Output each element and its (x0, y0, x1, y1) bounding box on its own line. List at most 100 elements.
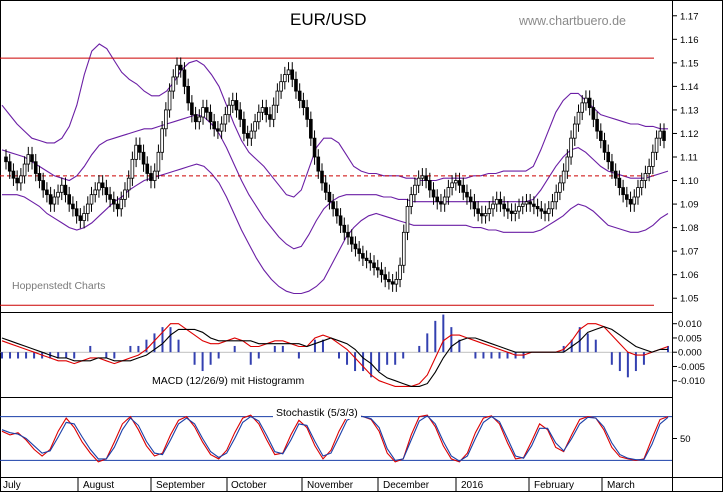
candle (104, 179, 109, 203)
candle-body (539, 208, 544, 212)
candle (208, 104, 213, 130)
candle-body (502, 203, 506, 210)
candle (405, 198, 410, 241)
candle-body (7, 161, 12, 172)
candle (532, 196, 536, 215)
candle (662, 123, 666, 149)
candle (171, 69, 176, 99)
candle-body (599, 130, 603, 141)
candle-body (309, 118, 313, 139)
candle (558, 175, 562, 201)
candle (409, 186, 414, 215)
candle (164, 102, 168, 137)
candle-body (431, 189, 436, 198)
candle (613, 163, 618, 186)
candle-body (353, 243, 358, 250)
candle-body (457, 180, 462, 186)
candle (294, 71, 298, 99)
candle (584, 90, 588, 111)
candle-body (364, 257, 369, 261)
candle (193, 106, 198, 130)
candle-body (636, 187, 640, 198)
candle-body (245, 133, 250, 139)
candle-body (283, 74, 287, 83)
price-tick-label: 1.07 (680, 247, 699, 258)
candle (305, 99, 309, 128)
candle-body (546, 208, 551, 214)
candle-body (532, 203, 536, 207)
candle (230, 92, 235, 113)
candle (509, 203, 514, 222)
macd-tick-label: 0.005 (678, 333, 702, 344)
candle-body (41, 180, 45, 191)
candle-body (30, 154, 34, 163)
candle (93, 182, 98, 203)
candle-body (613, 170, 618, 179)
candle (242, 111, 246, 142)
price-tick-label: 1.16 (680, 35, 699, 46)
candle-body (476, 208, 480, 214)
candle-body (454, 180, 458, 184)
candle-body (639, 180, 644, 189)
candle-body (654, 137, 659, 153)
candle (335, 201, 339, 224)
candle (602, 132, 607, 161)
stochastic-k-line (1, 414, 669, 463)
candle (56, 184, 60, 205)
candle-body (19, 175, 23, 184)
candle-body (271, 104, 276, 120)
stochastic-axis-ticks: 50 (672, 434, 691, 445)
candle (364, 250, 369, 269)
candle (424, 168, 428, 189)
candle-body (390, 281, 395, 285)
candle (59, 177, 64, 201)
candle (331, 193, 335, 217)
candle-body (468, 196, 473, 203)
candle (260, 99, 265, 121)
candle (149, 165, 153, 189)
candle-body (554, 191, 558, 203)
candle (461, 177, 466, 201)
candle-body (316, 156, 321, 172)
candle (78, 208, 83, 229)
candle (435, 189, 440, 210)
candle-body (26, 154, 31, 165)
candle-body (569, 137, 573, 158)
candle (643, 165, 648, 189)
candle (286, 62, 291, 83)
candle-body (216, 128, 220, 132)
candle (483, 205, 488, 224)
candle-body (439, 201, 443, 205)
bollinger-middle (1, 114, 669, 250)
candle-body (130, 158, 135, 179)
candle-body (52, 196, 57, 205)
candle (543, 203, 547, 222)
candle (175, 57, 179, 85)
candle-body (472, 201, 477, 210)
candle-body (97, 182, 101, 191)
candle (554, 184, 558, 210)
candle (416, 170, 421, 194)
candle (610, 153, 614, 179)
candle (476, 201, 480, 222)
candle-body (346, 231, 350, 238)
candle-body (305, 107, 309, 120)
candle-body (625, 194, 629, 200)
candle-body (602, 140, 607, 153)
candle (223, 106, 228, 132)
candle (320, 163, 324, 191)
candle-body (401, 231, 406, 266)
candle-body (74, 208, 79, 217)
candle (569, 130, 573, 165)
candle (71, 196, 75, 217)
candle-body (204, 107, 209, 113)
candle-body (112, 198, 116, 205)
candle-body (550, 201, 555, 210)
candle-body (208, 111, 213, 123)
candle (368, 252, 373, 271)
candle-body (465, 191, 469, 198)
candle (48, 186, 53, 212)
candle (156, 144, 161, 179)
price-tick-label: 1.12 (680, 129, 699, 140)
candle-body (193, 114, 198, 123)
